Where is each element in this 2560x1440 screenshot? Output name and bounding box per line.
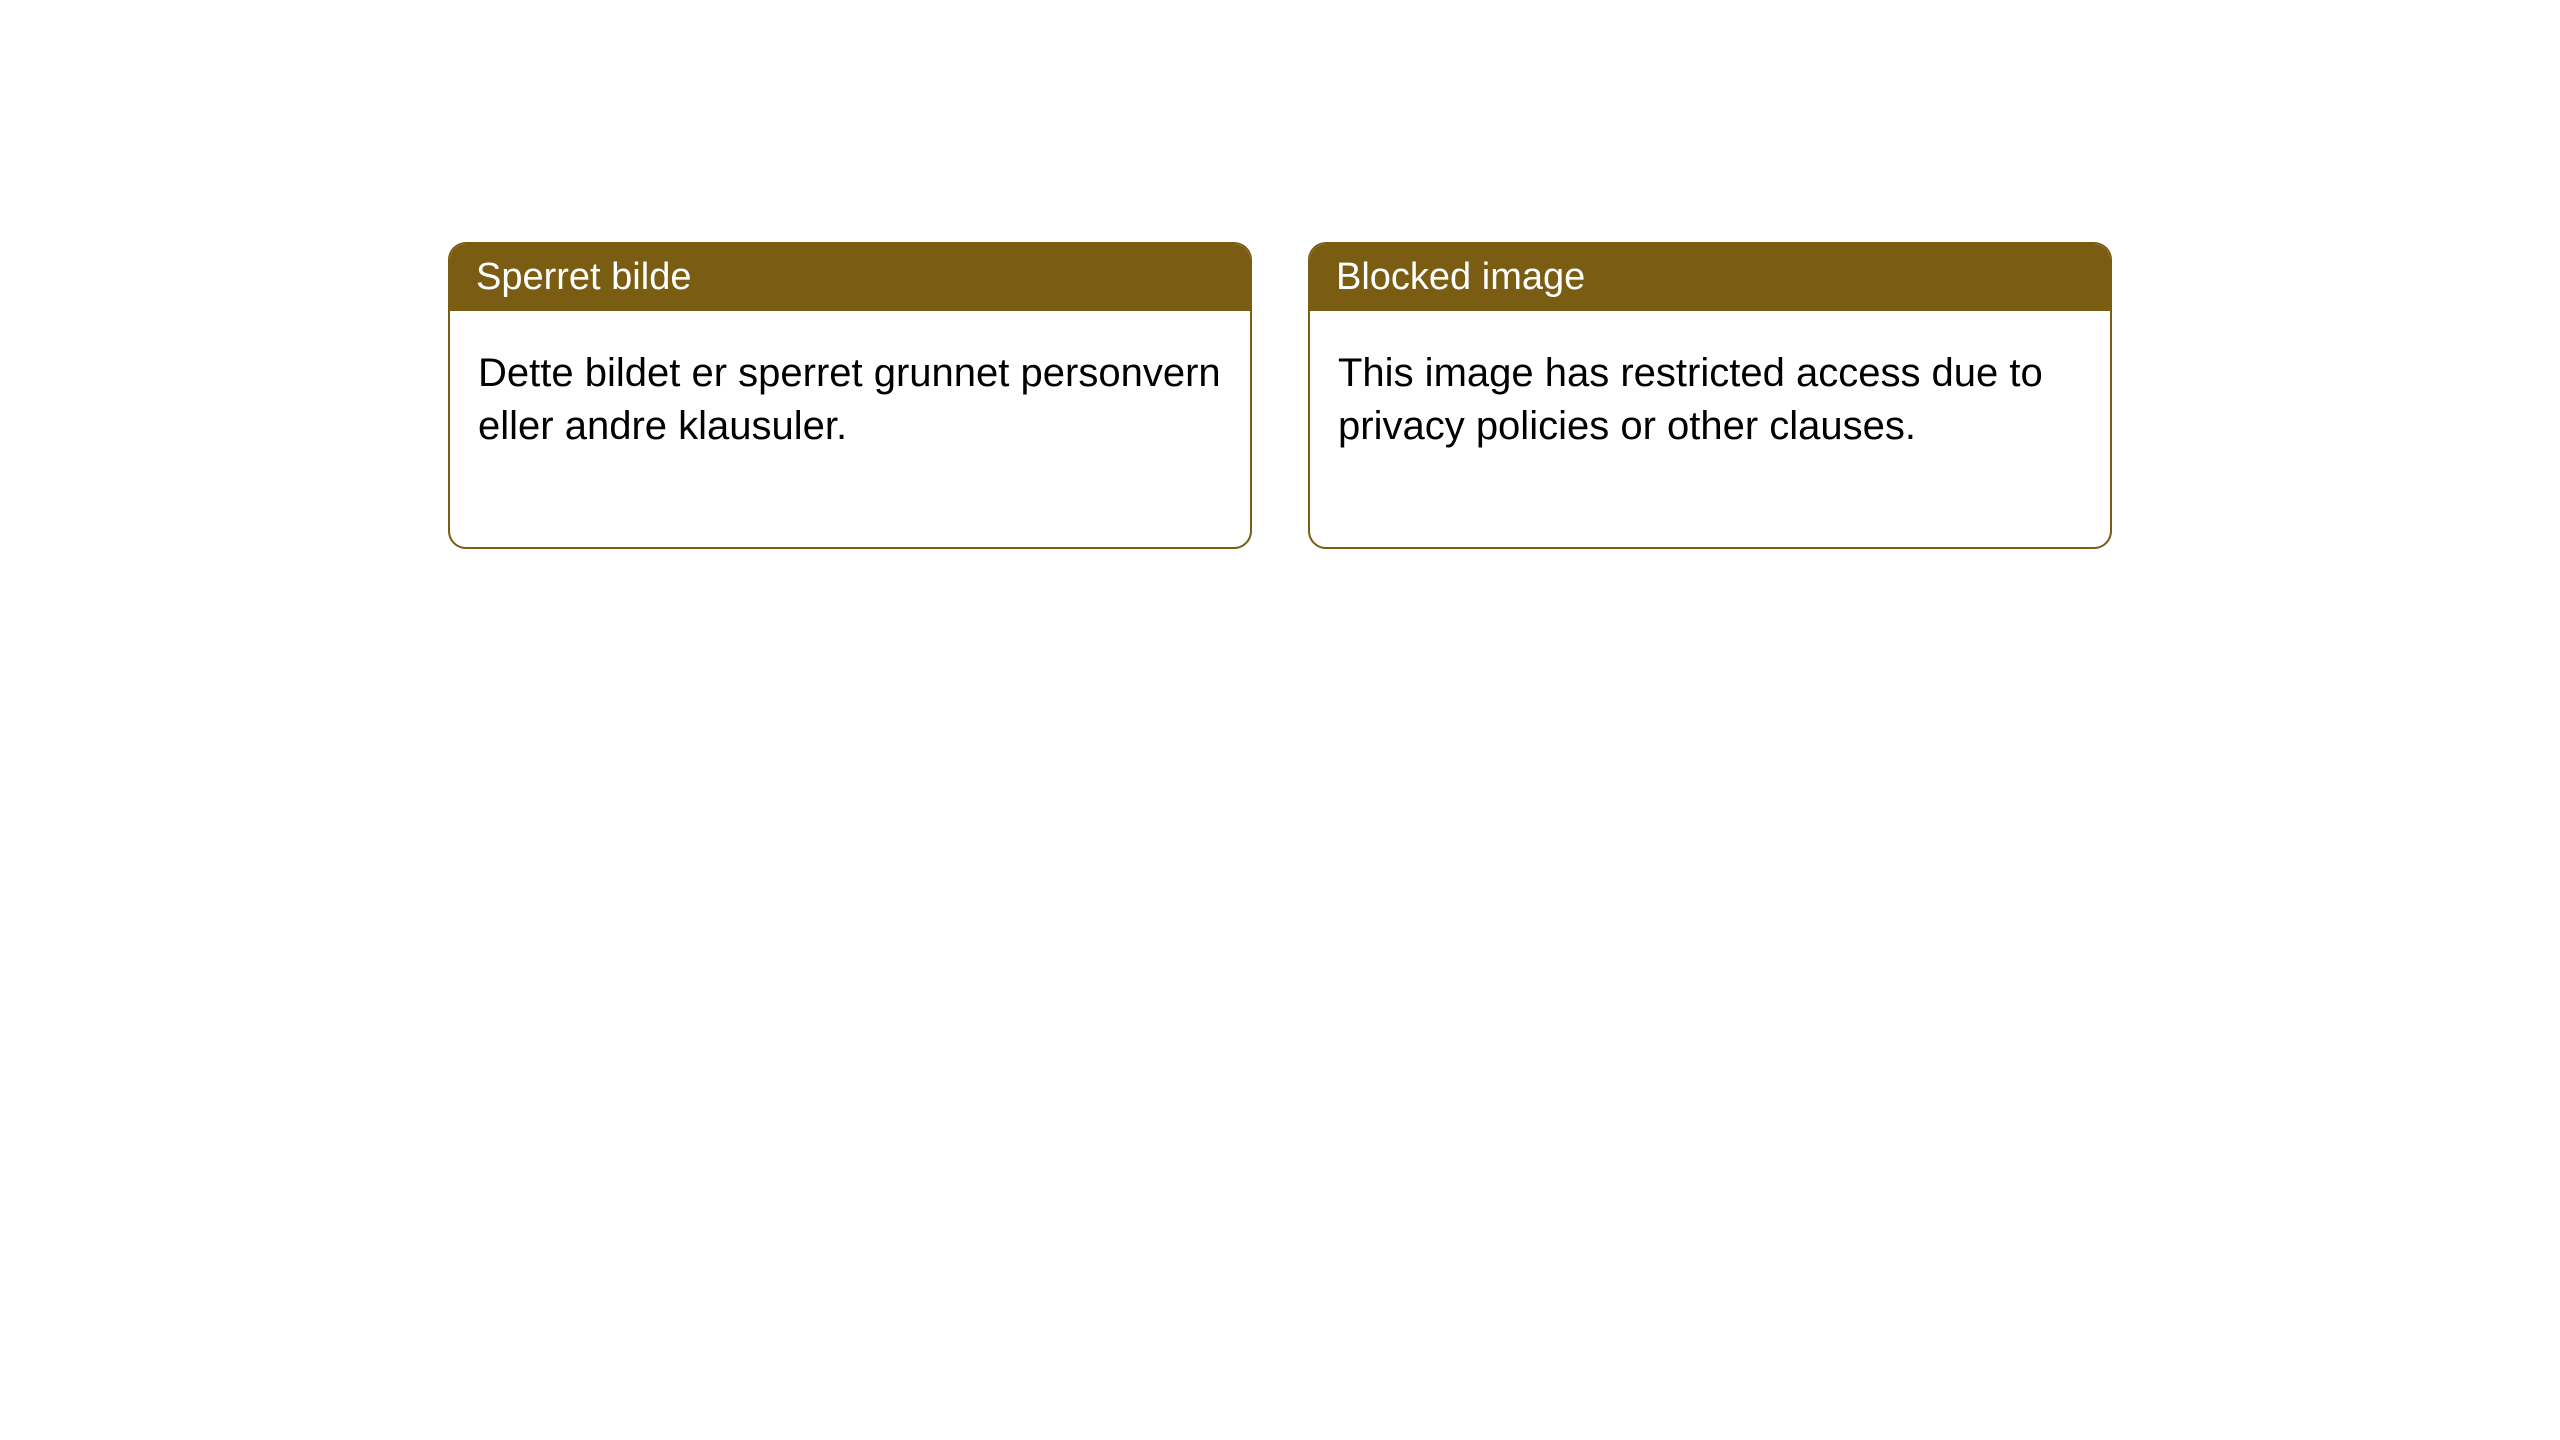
notice-body-no: Dette bildet er sperret grunnet personve… (450, 311, 1250, 547)
notice-header-en: Blocked image (1310, 244, 2110, 311)
notice-title-en: Blocked image (1336, 256, 1585, 298)
notice-message-en: This image has restricted access due to … (1338, 351, 2043, 448)
notice-title-no: Sperret bilde (476, 256, 691, 298)
notice-card-en: Blocked image This image has restricted … (1308, 242, 2112, 549)
notice-container: Sperret bilde Dette bildet er sperret gr… (0, 0, 2560, 549)
notice-header-no: Sperret bilde (450, 244, 1250, 311)
notice-card-no: Sperret bilde Dette bildet er sperret gr… (448, 242, 1252, 549)
notice-body-en: This image has restricted access due to … (1310, 311, 2110, 547)
notice-message-no: Dette bildet er sperret grunnet personve… (478, 351, 1221, 448)
